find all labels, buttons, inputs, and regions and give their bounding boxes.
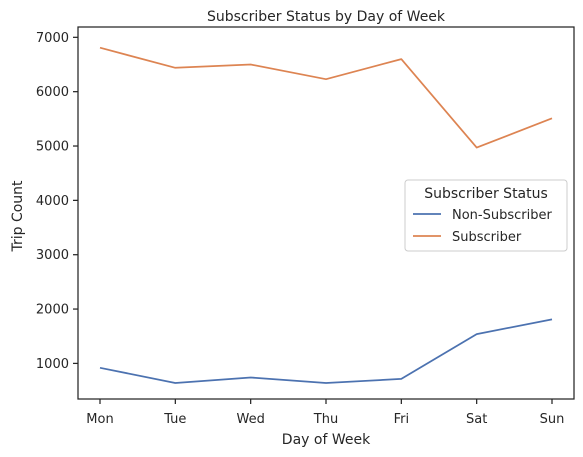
x-tick-label: Sun [540, 412, 565, 427]
x-tick-label: Wed [236, 412, 264, 427]
y-tick-label: 1000 [36, 357, 69, 372]
series-line-subscriber [99, 46, 553, 149]
legend-title: Subscriber Status [424, 186, 548, 202]
y-tick-label: 4000 [36, 194, 69, 209]
plot-area: 1000 2000 3000 4000 5000 6000 7000 Mon Tue Wed Th… [36, 26, 575, 427]
x-tick-label: Tue [163, 412, 186, 427]
y-tick-label: 6000 [36, 85, 69, 100]
y-tick-label: 2000 [36, 303, 69, 318]
chart-title: Subscriber Status by Day of Week [207, 9, 446, 25]
x-axis-label: Day of Week [282, 432, 371, 448]
legend: Subscriber Status Non-Subscriber Subscri… [404, 179, 568, 252]
series-lines [99, 46, 553, 384]
y-tick-label: 3000 [36, 248, 69, 263]
y-axis-label: Trip Count [10, 180, 26, 253]
legend-box [404, 179, 568, 252]
legend-entry-non-subscriber: Non-Subscriber [452, 208, 552, 223]
y-axis: 1000 2000 3000 4000 5000 6000 7000 [36, 31, 78, 372]
x-axis: Mon Tue Wed Thu Fri Sat Sun [86, 399, 564, 427]
x-tick-label: Sat [466, 412, 487, 427]
legend-entry-subscriber: Subscriber [452, 230, 522, 245]
x-tick-label: Thu [313, 412, 338, 427]
y-tick-label: 5000 [36, 140, 69, 155]
x-tick-label: Fri [394, 412, 410, 427]
y-tick-label: 7000 [36, 31, 69, 46]
x-tick-label: Mon [86, 412, 113, 427]
series-line-non-subscriber [99, 318, 553, 384]
